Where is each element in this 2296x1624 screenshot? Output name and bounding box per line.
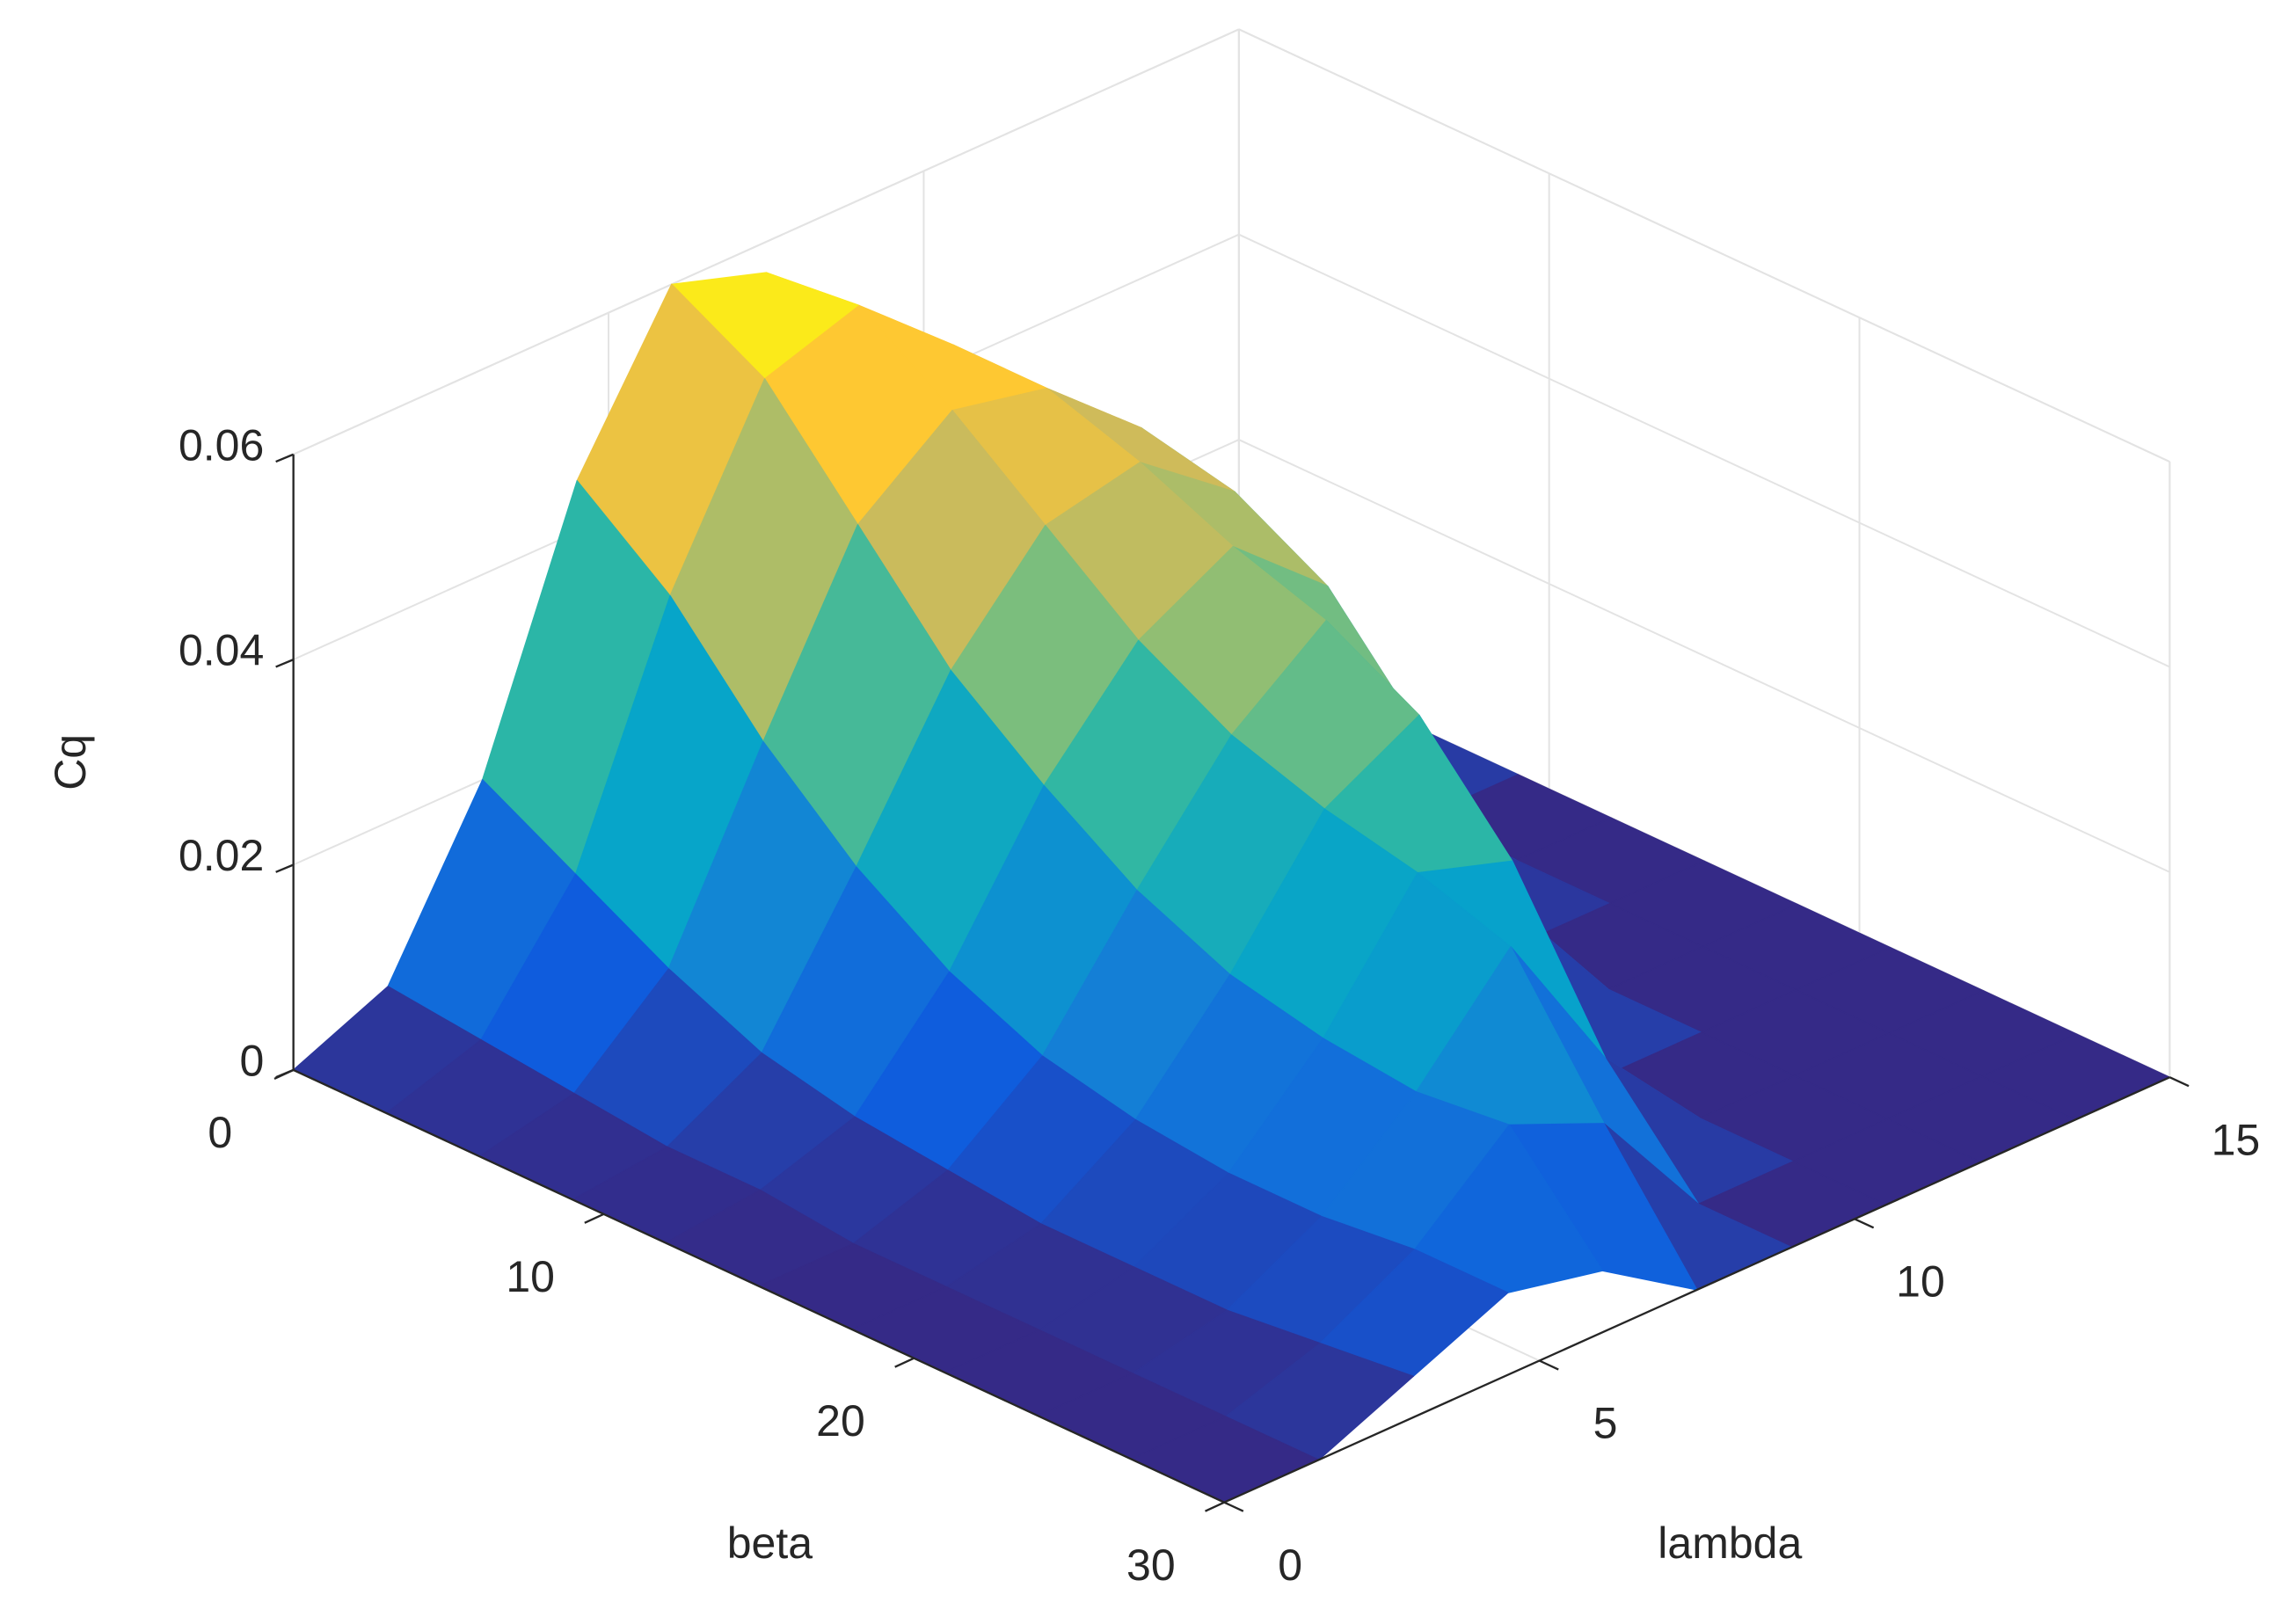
y-tick-label: 15 bbox=[2212, 1115, 2261, 1164]
z-tick-label: 0 bbox=[240, 1036, 265, 1085]
x-tick bbox=[1205, 1501, 1225, 1512]
y-tick-label: 5 bbox=[1593, 1399, 1618, 1448]
x-tick bbox=[273, 1068, 295, 1080]
grid-line bbox=[293, 28, 1240, 455]
x-tick-label: 30 bbox=[1126, 1540, 1176, 1590]
axis-line bbox=[1223, 1076, 2170, 1504]
y-tick bbox=[1539, 1359, 1559, 1371]
z-tick-label: 0.06 bbox=[179, 420, 264, 470]
grid-line bbox=[1238, 439, 2170, 873]
z-tick bbox=[275, 863, 295, 873]
y-tick-label: 10 bbox=[1896, 1257, 1945, 1307]
x-axis-label: beta bbox=[727, 1518, 813, 1568]
z-tick-label: 0.04 bbox=[179, 626, 264, 675]
x-tick-label: 20 bbox=[816, 1396, 865, 1446]
y-tick bbox=[1223, 1501, 1244, 1512]
y-axis-label: lambda bbox=[1658, 1518, 1802, 1568]
z-tick bbox=[275, 659, 295, 668]
axes: 0 0.02 0.04 0.06 0 10 20 30 0 5 10 15 bbox=[179, 420, 2260, 1590]
x-tick-label: 0 bbox=[208, 1108, 232, 1157]
z-tick bbox=[275, 453, 295, 463]
grid-line bbox=[1238, 28, 2170, 463]
x-tick bbox=[584, 1213, 604, 1224]
surface bbox=[292, 272, 2171, 1504]
grid-line bbox=[1238, 233, 2170, 668]
y-tick bbox=[1854, 1218, 1875, 1229]
y-tick bbox=[2168, 1076, 2190, 1088]
axis-line bbox=[293, 1068, 1225, 1504]
z-axis-label: Cq bbox=[46, 734, 95, 790]
y-tick-label: 0 bbox=[1278, 1540, 1302, 1590]
x-tick-label: 10 bbox=[506, 1252, 555, 1301]
z-tick-label: 0.02 bbox=[179, 831, 264, 880]
x-tick bbox=[894, 1357, 915, 1368]
